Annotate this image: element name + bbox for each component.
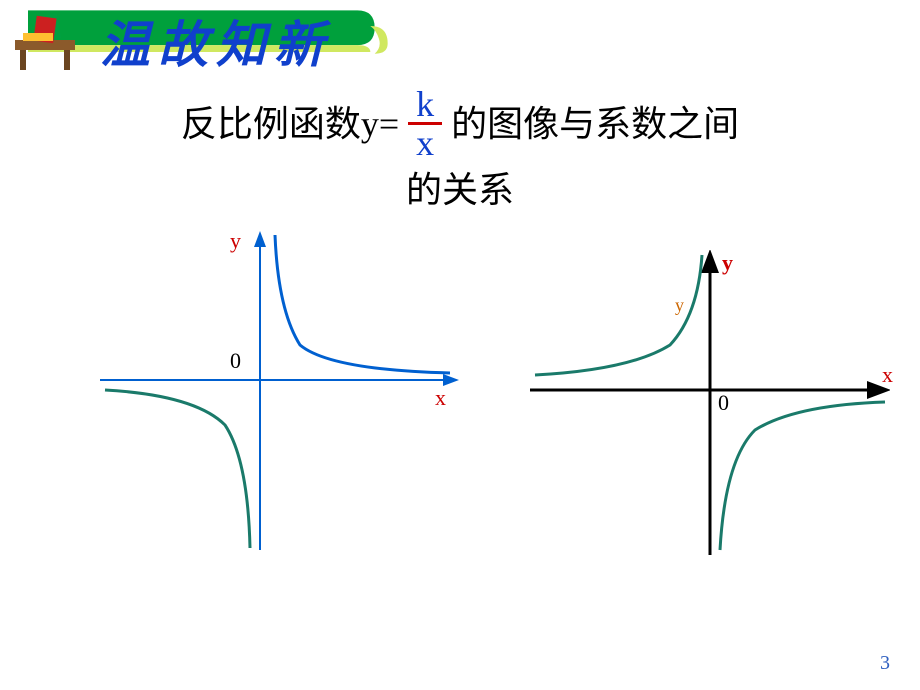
x-axis-label: x xyxy=(882,362,893,388)
charts-area: y x 0 y y x 0 xyxy=(0,230,920,600)
origin-label: 0 xyxy=(230,348,241,374)
fraction-numerator: k xyxy=(408,86,442,125)
curve-q3 xyxy=(105,390,250,548)
title-pre: 反比例函数y= xyxy=(181,104,399,144)
origin-label: 0 xyxy=(718,390,729,416)
chart-right-svg xyxy=(530,250,890,560)
chart-left-svg xyxy=(100,230,460,550)
desk-icon xyxy=(5,5,95,75)
curve-q4 xyxy=(720,402,885,550)
fraction-denominator: x xyxy=(408,125,442,161)
chart-hyperbola-negative-k: y y x 0 xyxy=(530,250,890,560)
title-post: 的图像与系数之间 xyxy=(451,104,739,144)
title-line2: 的关系 xyxy=(406,170,514,210)
y-axis-label: y xyxy=(722,250,733,276)
curve-q1 xyxy=(275,235,450,373)
chart-hyperbola-positive-k: y x 0 xyxy=(100,230,460,550)
page-number: 3 xyxy=(880,652,890,675)
review-banner: 温故知新 xyxy=(0,0,420,75)
slide-title: 反比例函数y= k x 的图像与系数之间 的关系 xyxy=(40,90,880,215)
small-y-label: y xyxy=(675,295,684,316)
y-axis-label: y xyxy=(230,228,241,254)
fraction-k-over-x: k x xyxy=(408,86,442,161)
banner-title: 温故知新 xyxy=(100,5,332,77)
x-axis-label: x xyxy=(435,385,446,411)
